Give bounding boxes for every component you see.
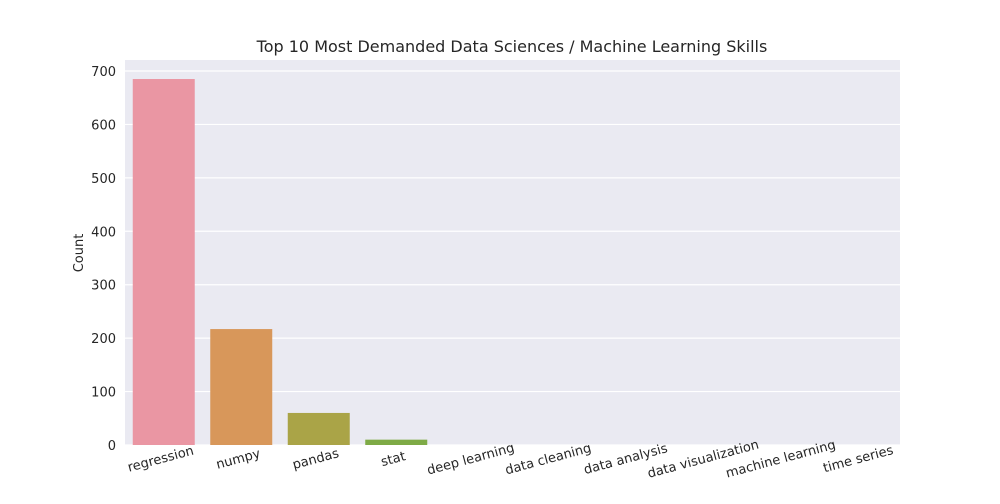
y-axis-label: Count [72,234,87,273]
x-tick-label: deep learning [426,441,516,479]
bar-regression [132,79,195,445]
bar-pandas [287,412,350,445]
x-tick-label: pandas [291,446,341,473]
y-tick-label: 700 [91,65,116,80]
x-tick-label: stat [379,449,407,470]
bar-stat [365,439,428,445]
x-tick-label: numpy [215,446,263,472]
y-tick-label: 400 [91,225,116,240]
y-tick-labels: 0 100 200 300 400 500 600 700 [91,65,116,454]
x-tick-label: regression [126,444,195,476]
chart-title: Top 10 Most Demanded Data Sciences / Mac… [256,37,768,56]
y-tick-label: 0 [108,439,116,454]
y-tick-label: 200 [91,332,116,347]
x-tick-label: data cleaning [504,441,593,478]
y-tick-label: 300 [91,279,116,294]
bars [132,79,428,445]
y-tick-label: 500 [91,172,116,187]
y-tick-label: 600 [91,118,116,133]
y-tick-label: 100 [91,386,116,401]
bar-numpy [210,329,273,445]
